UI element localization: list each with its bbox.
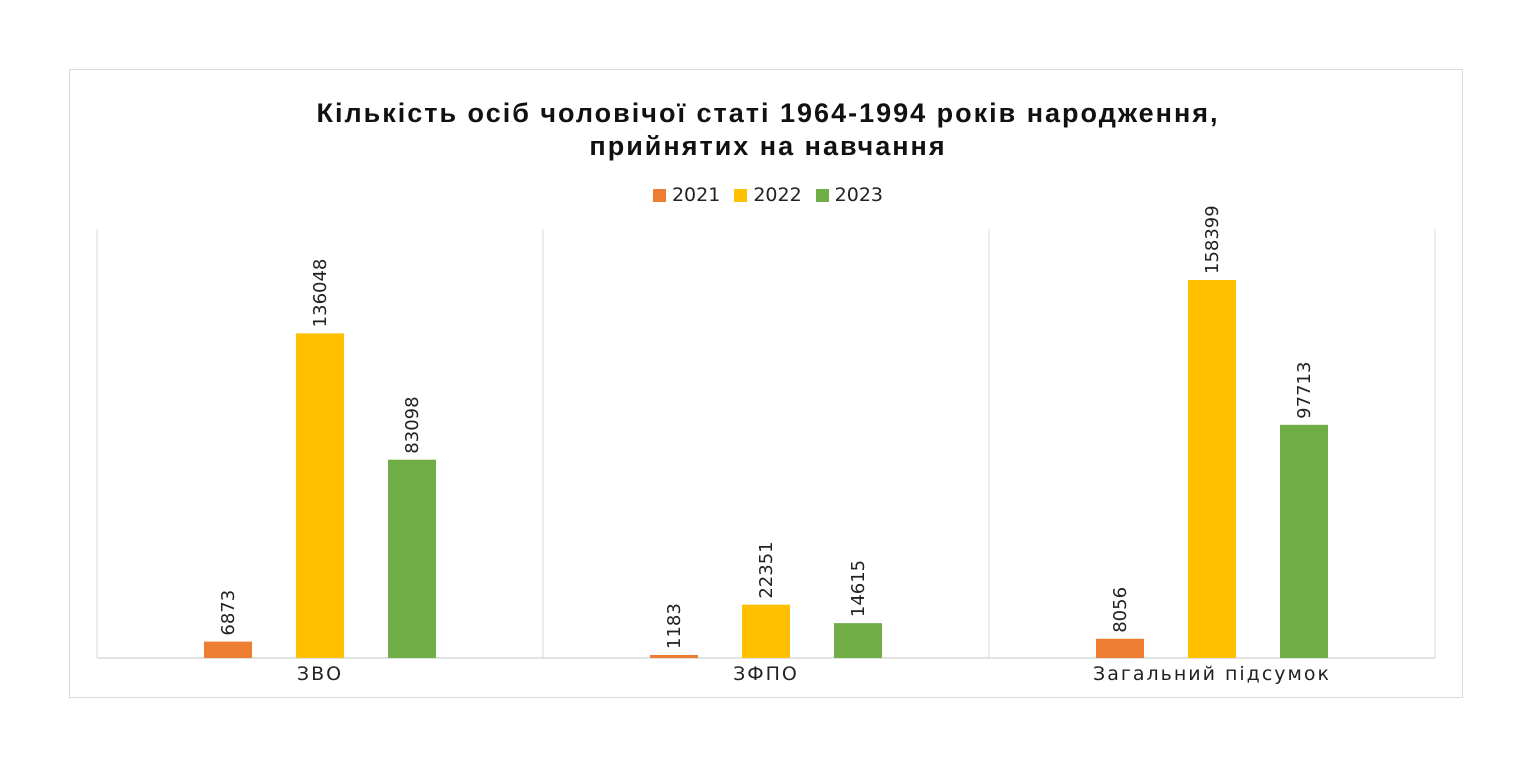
bar-2023-2 <box>1280 424 1328 658</box>
legend-item-2022: 2022 <box>734 184 802 206</box>
bar-2022-0 <box>296 333 344 658</box>
category-label-0: ЗВО <box>297 663 343 685</box>
data-label-2023-2: 97713 <box>1294 362 1315 419</box>
bar-2022-1 <box>742 604 790 658</box>
data-label-2022-0: 136048 <box>310 259 331 328</box>
category-label-2: Загальний підсумок <box>1093 663 1331 685</box>
chart-title-line-2: прийнятих на навчання <box>589 131 947 161</box>
legend-swatch-2021 <box>652 188 666 202</box>
data-label-2021-0: 6873 <box>218 590 239 636</box>
bar-2021-0 <box>204 641 252 658</box>
bar-2023-1 <box>834 623 882 658</box>
chart-legend: 2021 2022 2023 <box>0 184 1536 206</box>
bar-2022-2 <box>1188 280 1236 658</box>
legend-item-2023: 2023 <box>815 184 884 206</box>
legend-swatch-2022 <box>734 188 748 202</box>
data-label-2022-2: 158399 <box>1202 205 1223 274</box>
legend-label-2021: 2021 <box>671 184 721 206</box>
legend-label-2023: 2023 <box>834 184 884 206</box>
data-label-2021-2: 8056 <box>1110 587 1131 633</box>
legend-label-2022: 2022 <box>753 184 802 206</box>
legend-swatch-2023 <box>815 188 829 202</box>
chart-title: Кількість осіб чоловічої статі 1964-1994… <box>0 97 1536 163</box>
bar-2021-1 <box>650 655 698 658</box>
category-label-1: ЗФПО <box>733 663 799 685</box>
data-label-2022-1: 22351 <box>756 541 777 598</box>
legend-item-2021: 2021 <box>652 184 721 206</box>
bar-2021-2 <box>1096 638 1144 658</box>
data-label-2023-1: 14615 <box>848 560 869 617</box>
data-label-2023-0: 83098 <box>402 396 423 453</box>
bar-2023-0 <box>388 459 436 658</box>
data-label-2021-1: 1183 <box>664 603 685 649</box>
chart-title-line-1: Кількість осіб чоловічої статі 1964-1994… <box>316 98 1220 128</box>
